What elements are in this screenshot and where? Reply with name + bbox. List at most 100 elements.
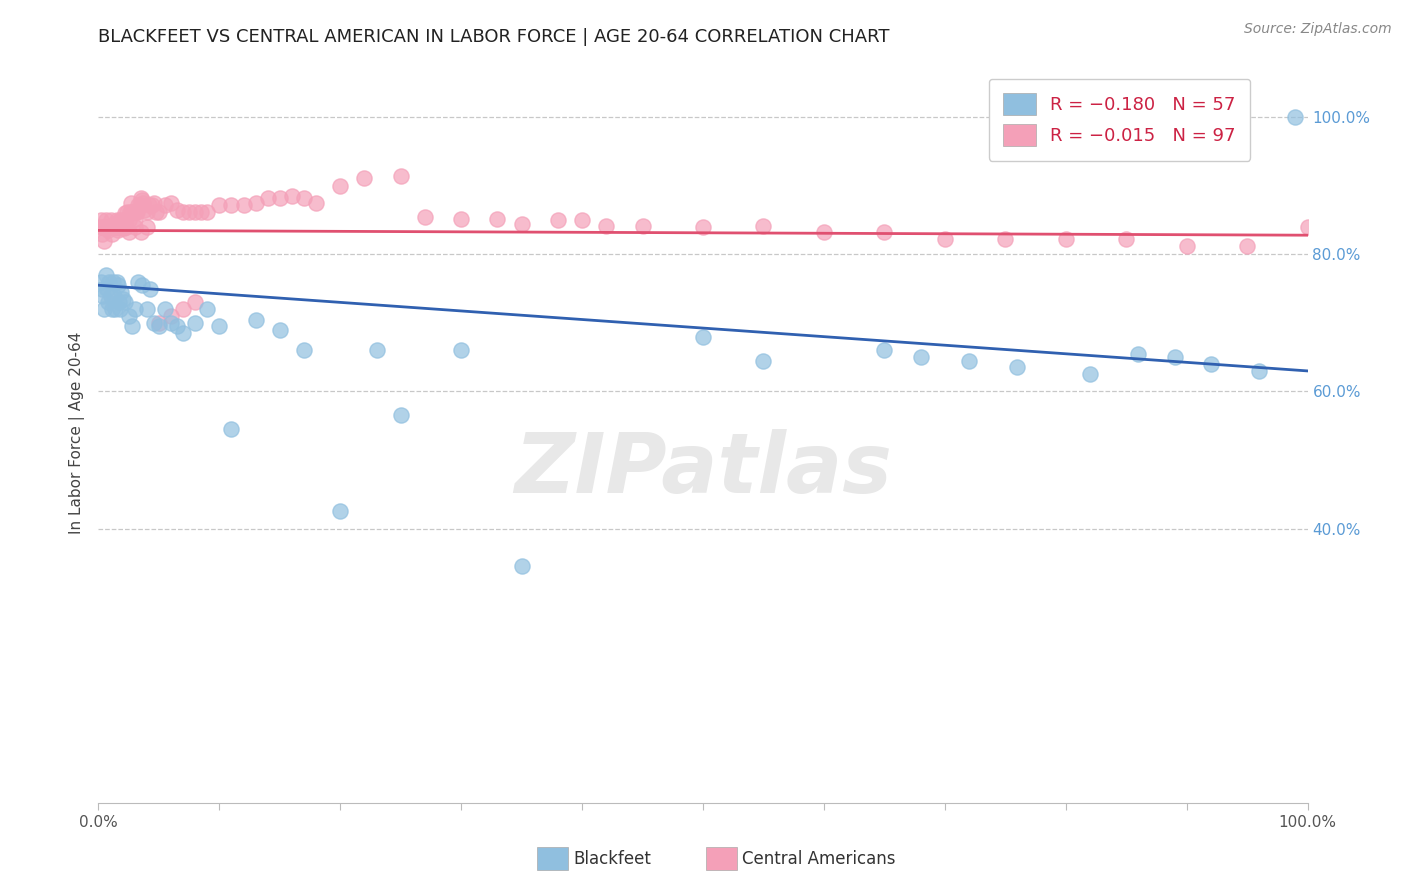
Point (114, 295, 136, 310)
Point (179, 205, 201, 219)
Point (1296, 219, 1319, 234)
Point (752, 219, 775, 233)
Point (305, 196, 328, 211)
Point (208, 319, 231, 334)
Point (195, 205, 218, 219)
Point (143, 196, 166, 211)
Point (124, 211, 146, 226)
Point (98, 219, 121, 234)
Point (129, 191, 152, 205)
Point (104, 302, 127, 317)
Point (1236, 239, 1258, 253)
Point (269, 323, 291, 337)
Point (104, 219, 127, 234)
Point (111, 292, 134, 306)
Point (105, 275, 128, 289)
Point (96, 282, 118, 296)
Point (101, 219, 124, 234)
Point (93, 302, 115, 317)
Point (131, 193, 153, 207)
Point (148, 205, 170, 219)
Point (118, 205, 141, 219)
Point (107, 223, 129, 237)
Point (114, 206, 136, 220)
Point (172, 302, 194, 317)
Point (1163, 350, 1185, 364)
Point (100, 288, 122, 302)
Point (184, 205, 207, 219)
Point (692, 219, 714, 234)
Point (91, 288, 114, 302)
Point (122, 205, 145, 219)
Point (292, 191, 315, 205)
Y-axis label: In Labor Force | Age 20-64: In Labor Force | Age 20-64 (69, 332, 84, 533)
Point (91, 227, 114, 241)
Point (90, 213, 112, 227)
Point (132, 196, 155, 211)
Point (269, 191, 291, 205)
Point (957, 353, 980, 368)
Point (256, 191, 278, 205)
Point (873, 343, 896, 358)
Point (153, 302, 176, 317)
Point (129, 226, 152, 240)
Point (148, 316, 170, 330)
Point (111, 219, 134, 234)
Point (184, 316, 207, 330)
Point (103, 217, 125, 231)
Point (450, 211, 472, 226)
Point (110, 285, 132, 299)
Point (1199, 357, 1222, 371)
Point (208, 198, 231, 212)
Point (107, 278, 129, 293)
Point (108, 213, 131, 227)
Point (873, 226, 896, 240)
Point (89, 219, 111, 234)
Point (166, 202, 188, 217)
Point (103, 288, 125, 302)
Point (160, 316, 183, 330)
Point (124, 219, 146, 234)
Point (100, 213, 122, 227)
Point (160, 196, 183, 211)
Point (121, 319, 143, 334)
Point (221, 198, 243, 212)
Text: ZIPatlas: ZIPatlas (515, 429, 891, 510)
Point (450, 343, 472, 358)
Point (94, 268, 117, 282)
Point (135, 302, 157, 317)
Point (101, 275, 124, 289)
Point (97, 295, 120, 310)
Point (127, 205, 149, 219)
Point (124, 302, 146, 317)
Point (510, 559, 533, 574)
Point (994, 232, 1017, 246)
Point (91, 219, 114, 234)
Point (115, 219, 138, 234)
Point (100, 302, 122, 317)
Point (571, 213, 593, 227)
Point (131, 278, 153, 293)
Point (232, 198, 254, 212)
Point (510, 217, 533, 231)
Point (413, 210, 436, 224)
Point (752, 353, 775, 368)
Point (245, 196, 267, 211)
Point (93, 234, 115, 248)
Point (1175, 239, 1198, 253)
Point (813, 226, 835, 240)
Text: Central Americans: Central Americans (742, 850, 896, 868)
Point (121, 205, 143, 219)
Point (120, 196, 142, 211)
Point (153, 198, 176, 212)
Point (148, 319, 170, 334)
Point (486, 211, 509, 226)
Point (110, 221, 132, 235)
Point (1115, 232, 1137, 246)
Legend: R = −0.180   N = 57, R = −0.015   N = 97: R = −0.180 N = 57, R = −0.015 N = 97 (988, 78, 1250, 161)
Point (91, 282, 114, 296)
Point (172, 326, 194, 341)
Point (1054, 232, 1077, 246)
Point (114, 213, 136, 227)
Point (105, 219, 128, 234)
